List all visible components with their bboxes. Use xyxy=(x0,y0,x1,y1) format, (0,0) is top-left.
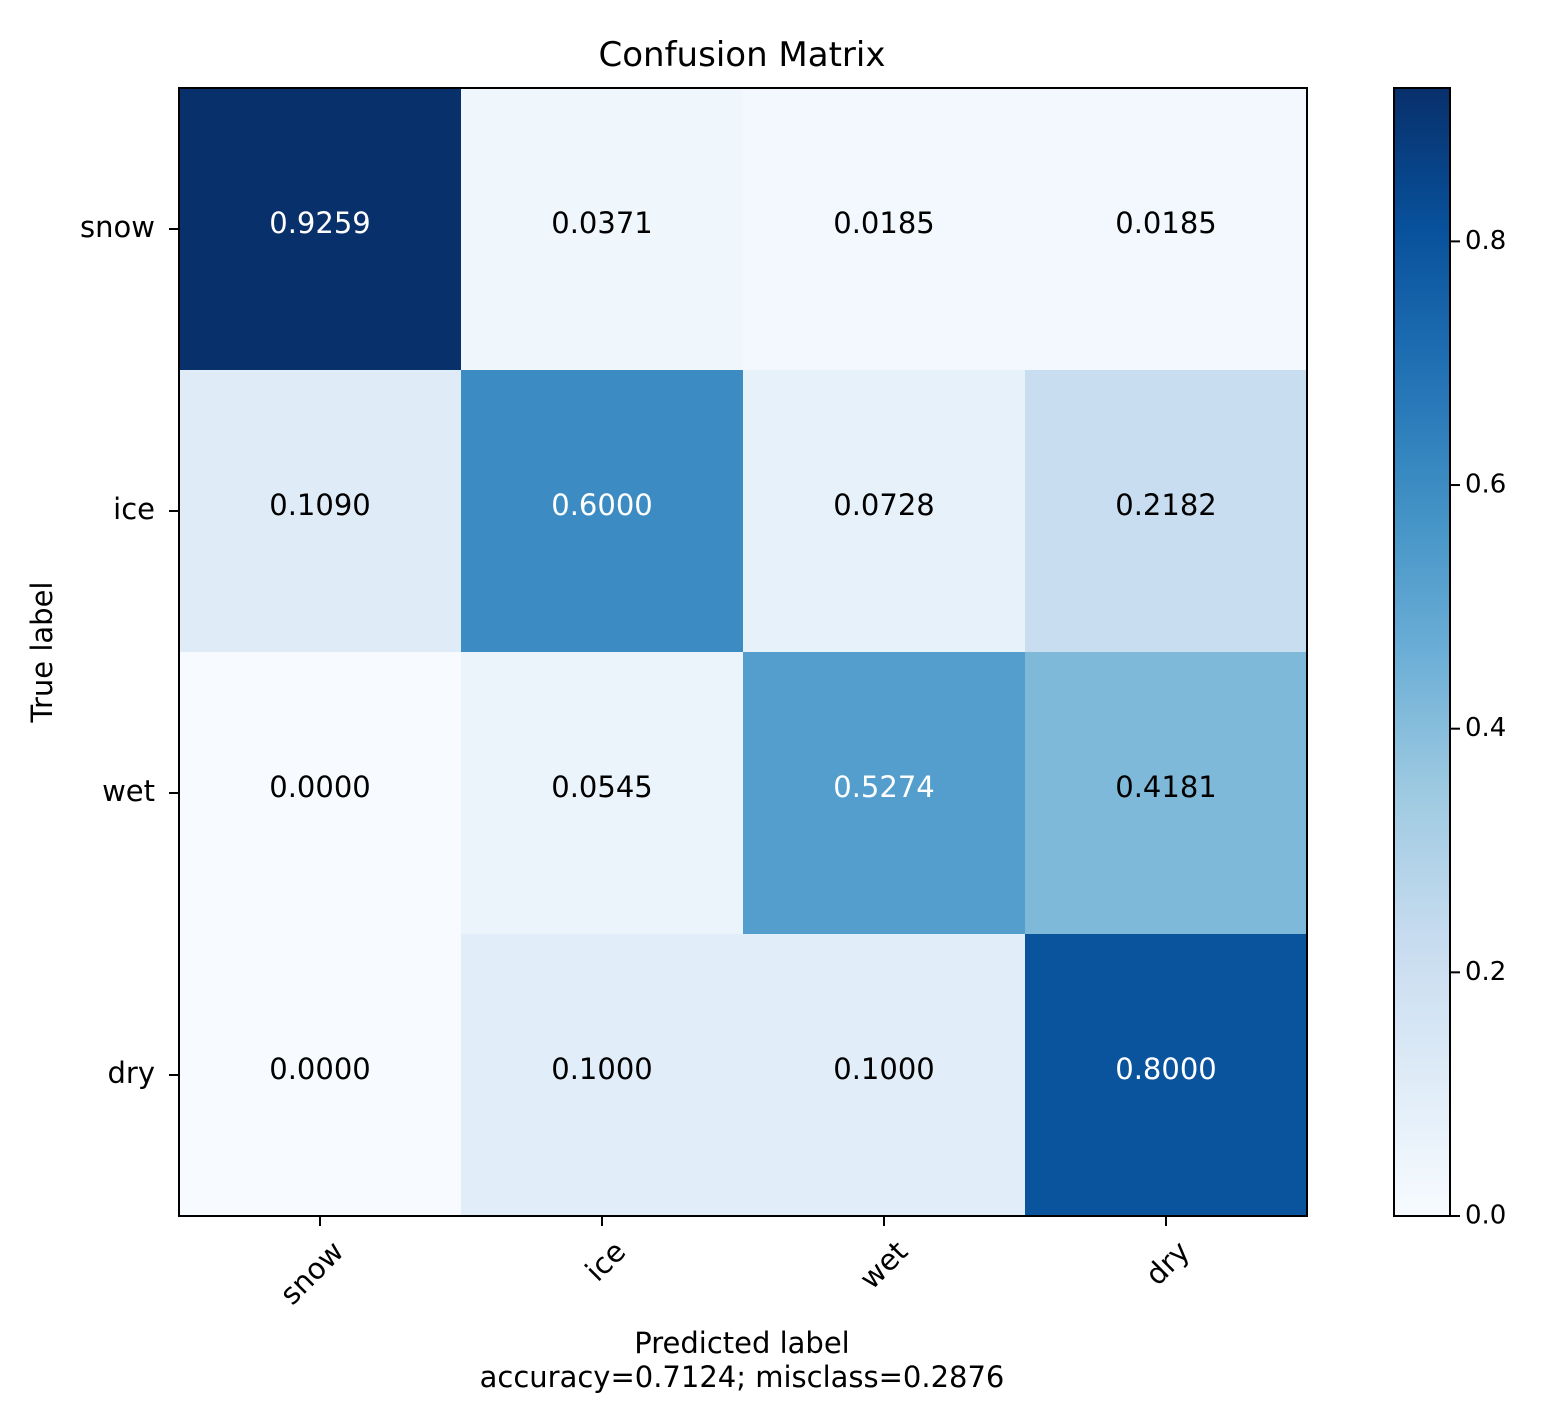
heatmap-cell-snow-snow xyxy=(179,88,462,371)
heatmap-cell-ice-snow xyxy=(179,370,462,653)
colorbar-tick-label-0.4: 0.4 xyxy=(1465,713,1506,743)
y-tick-label-snow: snow xyxy=(80,210,155,244)
plot-frame xyxy=(178,87,1308,1217)
cell-value-ice-ice: 0.6000 xyxy=(551,488,652,522)
y-tick-label-wet: wet xyxy=(102,774,155,808)
heatmap-cell-snow-wet xyxy=(743,88,1026,371)
x-tick-label-dry: dry xyxy=(1139,1234,1197,1292)
colorbar-tick-label-0.0: 0.0 xyxy=(1465,1201,1506,1231)
y-axis-ticks: snow ice wet dry xyxy=(80,210,179,1090)
colorbar-tick-label-0.2: 0.2 xyxy=(1465,957,1506,987)
cell-value-snow-wet: 0.0185 xyxy=(833,206,934,240)
chart-title: Confusion Matrix xyxy=(599,35,886,75)
cell-value-snow-snow: 0.9259 xyxy=(269,206,370,240)
heatmap-cell-wet-ice xyxy=(461,652,744,935)
heatmap-cell-snow-ice xyxy=(461,88,744,371)
cell-value-snow-ice: 0.0371 xyxy=(551,206,652,240)
x-axis-sublabel: accuracy=0.7124; misclass=0.2876 xyxy=(480,1360,1005,1394)
cell-value-ice-wet: 0.0728 xyxy=(833,488,934,522)
heatmap-cell-wet-snow xyxy=(179,652,462,935)
cell-value-wet-dry: 0.4181 xyxy=(1115,770,1216,804)
heatmap-cell-dry-ice xyxy=(461,934,744,1217)
cell-value-wet-snow: 0.0000 xyxy=(269,770,370,804)
y-tick-label-dry: dry xyxy=(108,1056,156,1090)
heatmap-cell-wet-wet xyxy=(743,652,1026,935)
heatmap-cell-dry-wet xyxy=(743,934,1026,1217)
x-axis-ticks: snow ice wet dry xyxy=(273,1216,1196,1311)
heatmap-cells xyxy=(179,88,1308,1217)
y-axis-label: True label xyxy=(25,582,59,724)
x-tick-label-wet: wet xyxy=(853,1234,914,1295)
colorbar-ticks: 0.0 0.2 0.4 0.6 0.8 xyxy=(1450,226,1506,1231)
cell-value-dry-dry: 0.8000 xyxy=(1115,1052,1216,1086)
cell-value-snow-dry: 0.0185 xyxy=(1115,206,1216,240)
cell-value-ice-dry: 0.2182 xyxy=(1115,488,1216,522)
cell-value-dry-wet: 0.1000 xyxy=(833,1052,934,1086)
colorbar-tick-label-0.6: 0.6 xyxy=(1465,470,1506,500)
heatmap-cell-dry-snow xyxy=(179,934,462,1217)
heatmap-cell-ice-ice xyxy=(461,370,744,653)
cell-value-dry-snow: 0.0000 xyxy=(269,1052,370,1086)
colorbar-tick-label-0.8: 0.8 xyxy=(1465,226,1506,256)
y-tick-label-ice: ice xyxy=(113,492,155,526)
heatmap-cell-ice-dry xyxy=(1025,370,1308,653)
x-tick-label-ice: ice xyxy=(579,1234,633,1288)
cell-value-dry-ice: 0.1000 xyxy=(551,1052,652,1086)
colorbar xyxy=(1393,87,1451,1217)
heatmap-cell-labels: 0.9259 0.0371 0.0185 0.0185 0.1090 0.6000 0.07… xyxy=(269,206,1216,1086)
cell-value-wet-wet: 0.5274 xyxy=(833,770,934,804)
heatmap-cell-wet-dry xyxy=(1025,652,1308,935)
heatmap-cell-ice-wet xyxy=(743,370,1026,653)
cell-value-ice-snow: 0.1090 xyxy=(269,488,370,522)
x-tick-label-snow: snow xyxy=(273,1234,350,1311)
cell-value-wet-ice: 0.0545 xyxy=(551,770,652,804)
heatmap-cell-dry-dry xyxy=(1025,934,1308,1217)
x-axis-label: Predicted label xyxy=(634,1326,850,1360)
heatmap-cell-snow-dry xyxy=(1025,88,1308,371)
